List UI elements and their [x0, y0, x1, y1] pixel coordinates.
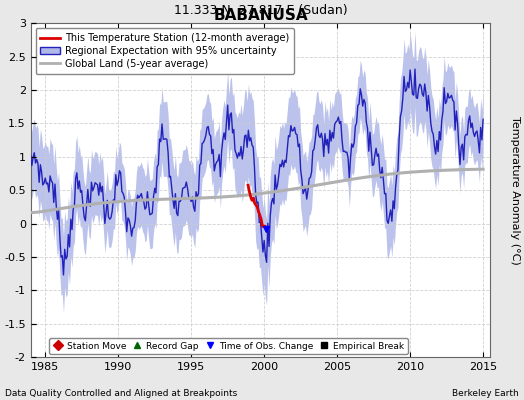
Title: BABANUSA: BABANUSA	[213, 8, 308, 23]
Text: Berkeley Earth: Berkeley Earth	[452, 389, 519, 398]
Y-axis label: Temperature Anomaly (°C): Temperature Anomaly (°C)	[510, 116, 520, 264]
Legend: Station Move, Record Gap, Time of Obs. Change, Empirical Break: Station Move, Record Gap, Time of Obs. C…	[49, 338, 408, 354]
Text: 11.333 N, 27.817 E (Sudan): 11.333 N, 27.817 E (Sudan)	[174, 4, 347, 17]
Text: Data Quality Controlled and Aligned at Breakpoints: Data Quality Controlled and Aligned at B…	[5, 389, 237, 398]
